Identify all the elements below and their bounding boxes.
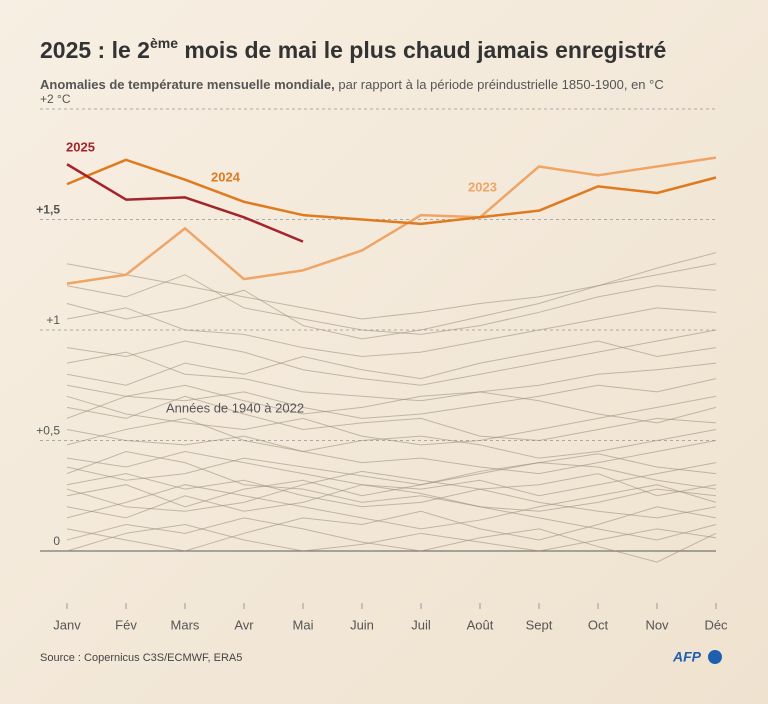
subtitle-bold: Anomalies de température mensuelle mondi… [40,77,335,92]
x-tick-label: Avr [234,617,254,632]
subtitle-regular: par rapport à la période préindustrielle… [335,77,664,92]
logo-dot [708,650,722,664]
background-line [66,274,717,335]
background-line [66,453,717,486]
subtitle: Anomalies de température mensuelle mondi… [40,77,664,92]
x-tick-label: Sept [526,617,553,632]
background-line [66,506,717,552]
background-lines [66,252,717,563]
series-label: 2024 [211,169,241,184]
title-part: mois de mai le plus chaud jamais enregis… [178,37,666,63]
background-line [66,252,717,340]
x-tick-label: Nov [645,617,669,632]
y-tick-label: 0 [53,534,60,548]
y-tick-label: +1 [46,313,60,327]
x-tick-label: Mai [293,617,314,632]
x-tick-label: Janv [53,617,81,632]
x-tick-label: Fév [115,617,137,632]
background-line [66,384,717,424]
series-line [66,156,717,285]
background-line [66,451,717,512]
background-line [66,307,717,358]
background-line [66,263,717,320]
y-tick-label: +0,5 [36,424,60,438]
x-tick-label: Mars [171,617,200,632]
background-line [66,378,717,419]
background-line [66,451,717,497]
background-line [66,523,717,552]
y-tick-label: +2 °C [40,92,71,106]
title-sup: ème [150,35,178,51]
y-tick-label: +1,5 [36,203,60,217]
background-line [66,470,717,519]
background-line [66,417,717,459]
x-tick-label: Juin [350,617,374,632]
background-line [66,340,717,386]
annotation: Années de 1940 à 2022 [166,400,304,415]
background-line [66,473,717,508]
background-line [66,428,717,475]
background-line [66,351,717,402]
series-line [66,158,717,226]
x-tick-label: Juil [411,617,431,632]
source: Source : Copernicus C3S/ECMWF, ERA5 [40,652,242,664]
chart-title: 2025 : le 2ème mois de mai le plus chaud… [40,35,666,63]
background-line [66,462,717,508]
series-line [66,163,304,243]
series-label: 2023 [468,179,497,194]
background-line [66,517,717,563]
title-part: 2025 : le 2 [40,37,150,63]
background-line [66,484,717,530]
x-tick-label: Oct [588,617,609,632]
x-tick-label: Déc [704,617,728,632]
background-line [66,484,717,541]
x-tick-label: Août [467,617,494,632]
background-line [66,329,717,386]
series-label: 2025 [66,139,95,154]
background-line [66,395,717,446]
logo: AFP [672,649,722,665]
logo-text: AFP [672,649,702,665]
